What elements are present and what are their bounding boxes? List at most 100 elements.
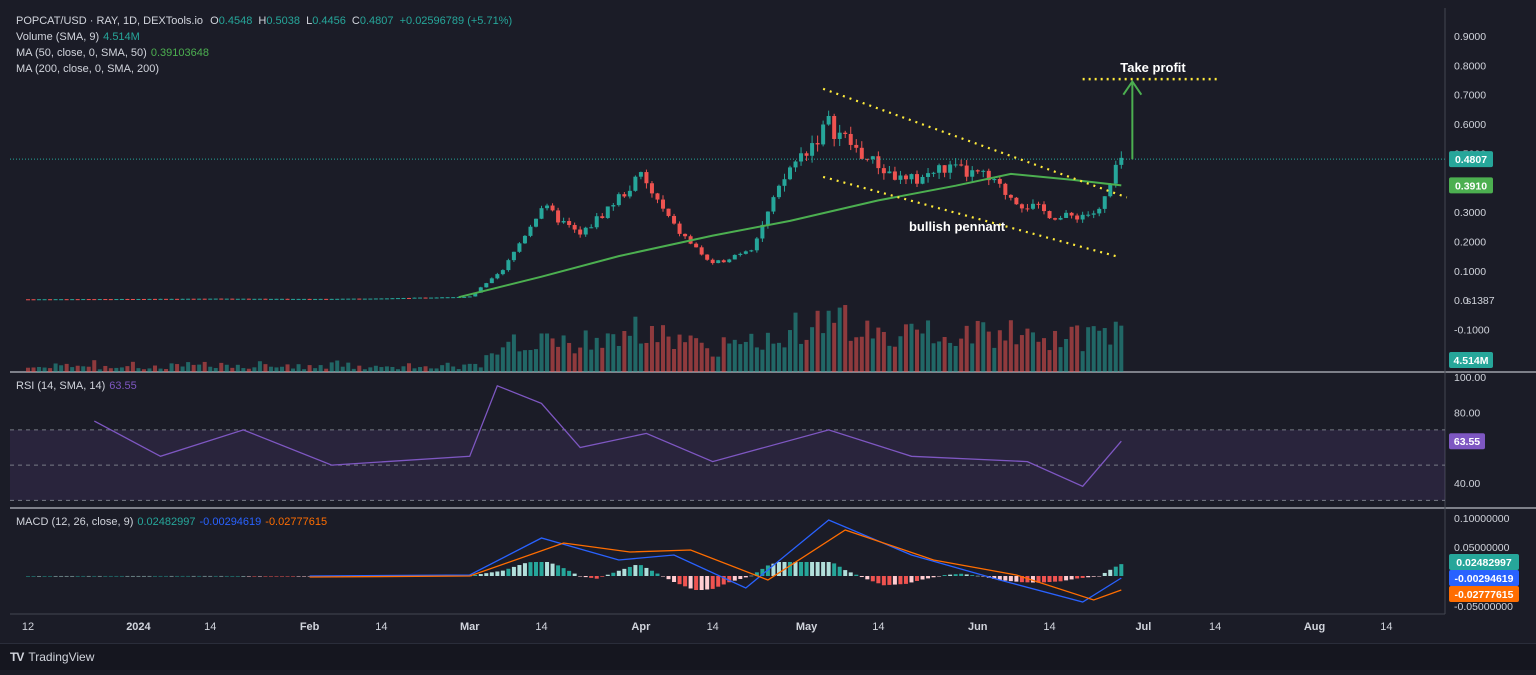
volume-bar bbox=[70, 367, 75, 372]
footer-bar: TV TradingView bbox=[0, 643, 1536, 670]
volume-bar bbox=[953, 345, 958, 372]
macd-histogram-bar bbox=[224, 575, 229, 577]
candle-body bbox=[583, 227, 588, 235]
rsi-tag: 63.55 bbox=[1454, 436, 1480, 448]
change-value: +0.02596789 (+5.71%) bbox=[399, 15, 513, 27]
macd-histogram-bar bbox=[683, 576, 688, 587]
candle-body bbox=[92, 299, 97, 301]
macd-histogram-bar bbox=[937, 576, 942, 577]
ma200-label: MA (200, close, 0, SMA, 200) bbox=[16, 63, 160, 75]
macd-histogram-bar bbox=[605, 574, 610, 576]
candle-body bbox=[197, 298, 202, 300]
tradingview-logo[interactable]: TV TradingView bbox=[10, 650, 94, 664]
macd-histogram-bar bbox=[826, 562, 831, 576]
volume-bar bbox=[1003, 340, 1008, 372]
candle-body bbox=[1053, 218, 1058, 220]
volume-bar bbox=[915, 329, 919, 372]
symbol-label[interactable]: POPCAT/USD · RAY, 1D, DEXTools.io bbox=[16, 15, 204, 27]
macd-histogram-bar bbox=[528, 562, 533, 576]
macd-histogram-bar bbox=[1108, 569, 1113, 576]
macd-histogram-bar bbox=[484, 573, 489, 576]
candle-body bbox=[224, 298, 229, 300]
macd-histogram-bar bbox=[997, 576, 1002, 581]
macd-histogram-bar bbox=[59, 575, 64, 577]
macd-histogram-bar bbox=[799, 562, 804, 576]
candle-body bbox=[771, 197, 776, 212]
candle-body bbox=[395, 298, 400, 300]
volume-bar bbox=[1091, 326, 1096, 372]
candle-body bbox=[986, 170, 991, 181]
candle-body bbox=[661, 199, 665, 209]
volume-bar bbox=[241, 368, 246, 372]
macd-histogram-bar bbox=[810, 562, 815, 576]
candle-body bbox=[268, 298, 273, 300]
volume-bar bbox=[522, 350, 527, 372]
macd-histogram-bar bbox=[37, 575, 42, 577]
candle-body bbox=[843, 132, 848, 134]
volume-bar bbox=[362, 369, 367, 372]
ma50-legend[interactable]: MA (50, close, 0, SMA, 50) 0.39103648 bbox=[16, 47, 209, 60]
bullish-pennant-label: bullish pennant bbox=[909, 219, 1006, 234]
macd-histogram-bar bbox=[252, 576, 257, 577]
macd-histogram-bar bbox=[567, 570, 572, 576]
macd-histogram-bar bbox=[158, 575, 163, 577]
volume-bar bbox=[1097, 330, 1102, 372]
candle-body bbox=[821, 124, 826, 145]
volume-bar bbox=[384, 366, 389, 372]
macd-histogram-bar bbox=[793, 562, 798, 576]
candle-body bbox=[870, 156, 875, 160]
macd-histogram-bar bbox=[70, 575, 75, 577]
volume-bar bbox=[75, 365, 80, 372]
volume-bar bbox=[909, 323, 914, 372]
macd-histogram-bar bbox=[1119, 564, 1124, 576]
macd-tick-label: -0.05000000 bbox=[1454, 601, 1513, 613]
macd-histogram-bar bbox=[854, 574, 859, 576]
candle-body bbox=[495, 274, 500, 279]
volume-bar bbox=[230, 367, 235, 372]
ma50-price-tag: 0.3910 bbox=[1455, 180, 1487, 192]
volume-bar bbox=[511, 334, 516, 372]
low-value: 0.4456 bbox=[312, 15, 346, 27]
macd-histogram-bar bbox=[627, 566, 632, 576]
volume-bar bbox=[263, 364, 268, 372]
volume-bar bbox=[903, 324, 908, 372]
macd-histogram-bar bbox=[130, 575, 135, 577]
candle-body bbox=[545, 205, 550, 209]
candle-body bbox=[324, 298, 329, 300]
price-tick-label: 0.0 bbox=[1454, 295, 1469, 307]
candle-body bbox=[594, 216, 599, 228]
volume-bar bbox=[81, 366, 86, 372]
macd-legend[interactable]: MACD (12, 26, close, 9) 0.02482997 -0.0029… bbox=[16, 516, 327, 529]
rsi-line bbox=[93, 384, 1122, 488]
volume-bar bbox=[583, 330, 588, 372]
candle-body bbox=[931, 172, 936, 174]
volume-legend[interactable]: Volume (SMA, 9) 4.514M bbox=[16, 31, 140, 44]
rsi-legend[interactable]: RSI (14, SMA, 14) 63.55 bbox=[16, 380, 137, 393]
volume-bar bbox=[252, 367, 257, 372]
macd-histogram-bar bbox=[727, 576, 732, 583]
macd-histogram-bar bbox=[578, 576, 583, 577]
volume-bar bbox=[180, 366, 185, 372]
volume-bar bbox=[1030, 332, 1035, 372]
last-price-tag-bg bbox=[1449, 151, 1493, 168]
volume-bar bbox=[1119, 325, 1124, 372]
macd-histogram-bar bbox=[1003, 576, 1008, 581]
macd-histogram-bar bbox=[1008, 576, 1013, 582]
macd-histogram-bar bbox=[898, 576, 903, 585]
candle-body bbox=[241, 298, 246, 300]
volume-bar bbox=[208, 366, 213, 372]
volume-bar bbox=[1069, 326, 1074, 372]
volume-bar bbox=[202, 361, 207, 372]
volume-bar bbox=[434, 368, 439, 372]
candle-body bbox=[699, 247, 704, 255]
macd-histogram-bar bbox=[942, 575, 947, 576]
candle-body bbox=[743, 251, 748, 254]
macd-histogram-bar bbox=[1102, 572, 1107, 576]
candle-body bbox=[528, 226, 533, 236]
macd-tag-bg bbox=[1449, 554, 1519, 570]
candle-body bbox=[776, 185, 781, 198]
candle-body bbox=[926, 173, 931, 177]
volume-bar bbox=[771, 343, 776, 372]
ma200-legend[interactable]: MA (200, close, 0, SMA, 200) bbox=[16, 63, 159, 76]
